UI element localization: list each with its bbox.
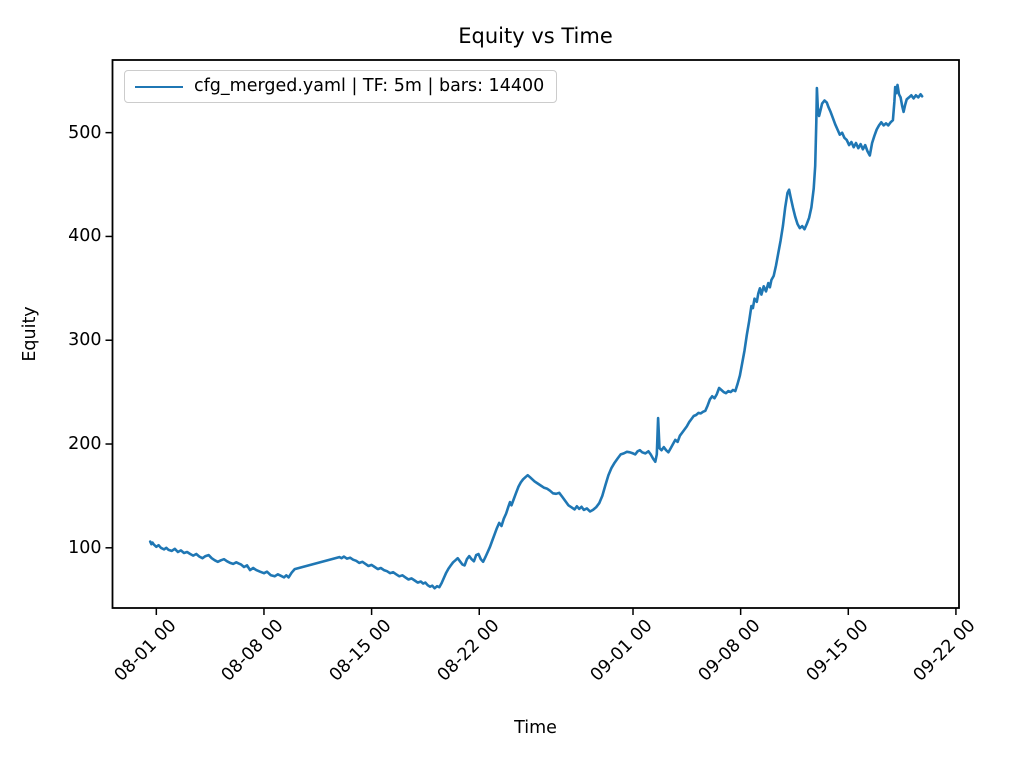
axes-frame [111,59,960,609]
equity-line [148,83,924,590]
y-tick-label: 300 [68,330,102,351]
x-axis-label: Time [514,718,557,738]
y-tick-label: 500 [68,122,102,143]
tick-marks [105,131,957,615]
y-tick-label: 200 [68,434,102,454]
y-axis-label: Equity [20,306,40,362]
y-tick-label: 100 [68,537,102,558]
legend-line-sample-icon [135,85,183,88]
legend-label: cfg_merged.yaml | TF: 5m | bars: 14400 [194,76,545,96]
y-tick-label: 400 [68,226,102,247]
chart-title: Equity vs Time [458,24,613,48]
legend: cfg_merged.yaml | TF: 5m | bars: 14400 [124,70,558,103]
